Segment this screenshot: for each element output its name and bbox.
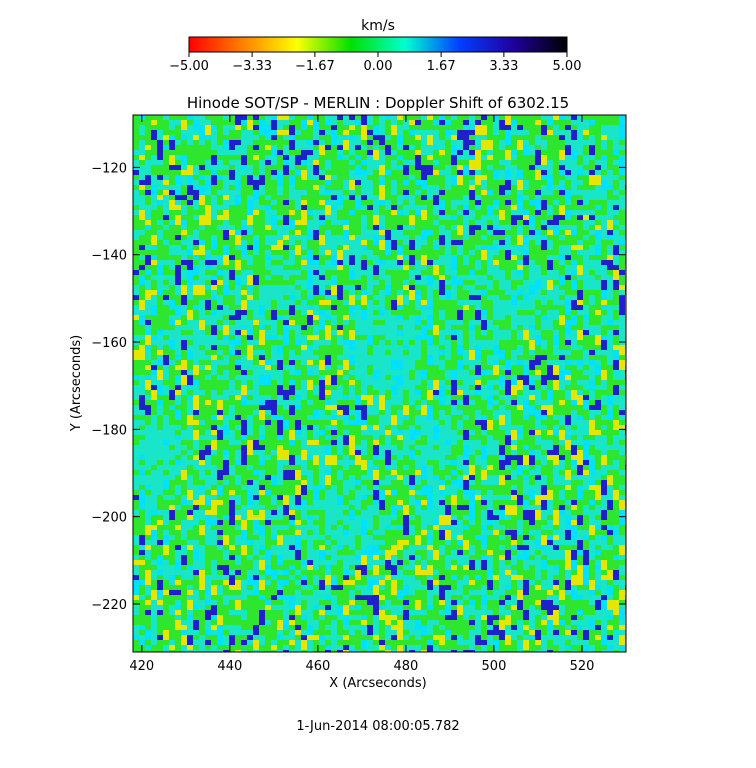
x-tick-label: 500 [482, 659, 507, 674]
colorbar-tick-label: 0.00 [364, 59, 393, 74]
colorbar-tick-label: 1.67 [427, 59, 456, 74]
plot-frame [132, 114, 627, 653]
y-tick-label: −200 [91, 511, 127, 526]
colorbar-tick-label: 3.33 [489, 59, 518, 74]
x-axis: 420 440 460 480 500 520 [129, 115, 594, 674]
colorbar-ticks: −5.00 −3.33 −1.67 0.00 1.67 3.33 5.00 [169, 52, 581, 74]
colorbar-unit-label: km/s [361, 18, 395, 34]
y-tick-label: −120 [91, 161, 127, 176]
x-axis-title: X (Arcseconds) [329, 676, 426, 691]
colorbar-tick-label: −5.00 [169, 59, 209, 74]
y-tick-label: −140 [91, 249, 127, 264]
y-tick-label: −160 [91, 336, 127, 351]
colorbar-tick-label: −3.33 [232, 59, 272, 74]
doppler-blue-cells [133, 115, 626, 652]
doppler-cyan-cells [133, 115, 626, 652]
y-tick-label: −220 [91, 598, 127, 613]
colorbar-tick-label: −1.67 [295, 59, 335, 74]
doppler-map [133, 115, 626, 652]
y-axis: −120 −140 −160 −180 −200 −220 [91, 161, 626, 613]
y-axis-title: Y (Arcseconds) [69, 335, 84, 432]
x-tick-label: 420 [129, 659, 154, 674]
x-tick-label: 460 [305, 659, 330, 674]
x-tick-label: 480 [393, 659, 418, 674]
colorbar-tick-label: 5.00 [553, 59, 582, 74]
doppler-yellow-cells [133, 115, 626, 652]
y-tick-label: −180 [91, 423, 127, 438]
x-tick-label: 520 [570, 659, 595, 674]
colorbar [188, 36, 568, 53]
chart-title: Hinode SOT/SP - MERLIN : Doppler Shift o… [187, 94, 569, 112]
x-tick-label: 440 [217, 659, 242, 674]
observation-timestamp: 1-Jun-2014 08:00:05.782 [296, 719, 459, 734]
